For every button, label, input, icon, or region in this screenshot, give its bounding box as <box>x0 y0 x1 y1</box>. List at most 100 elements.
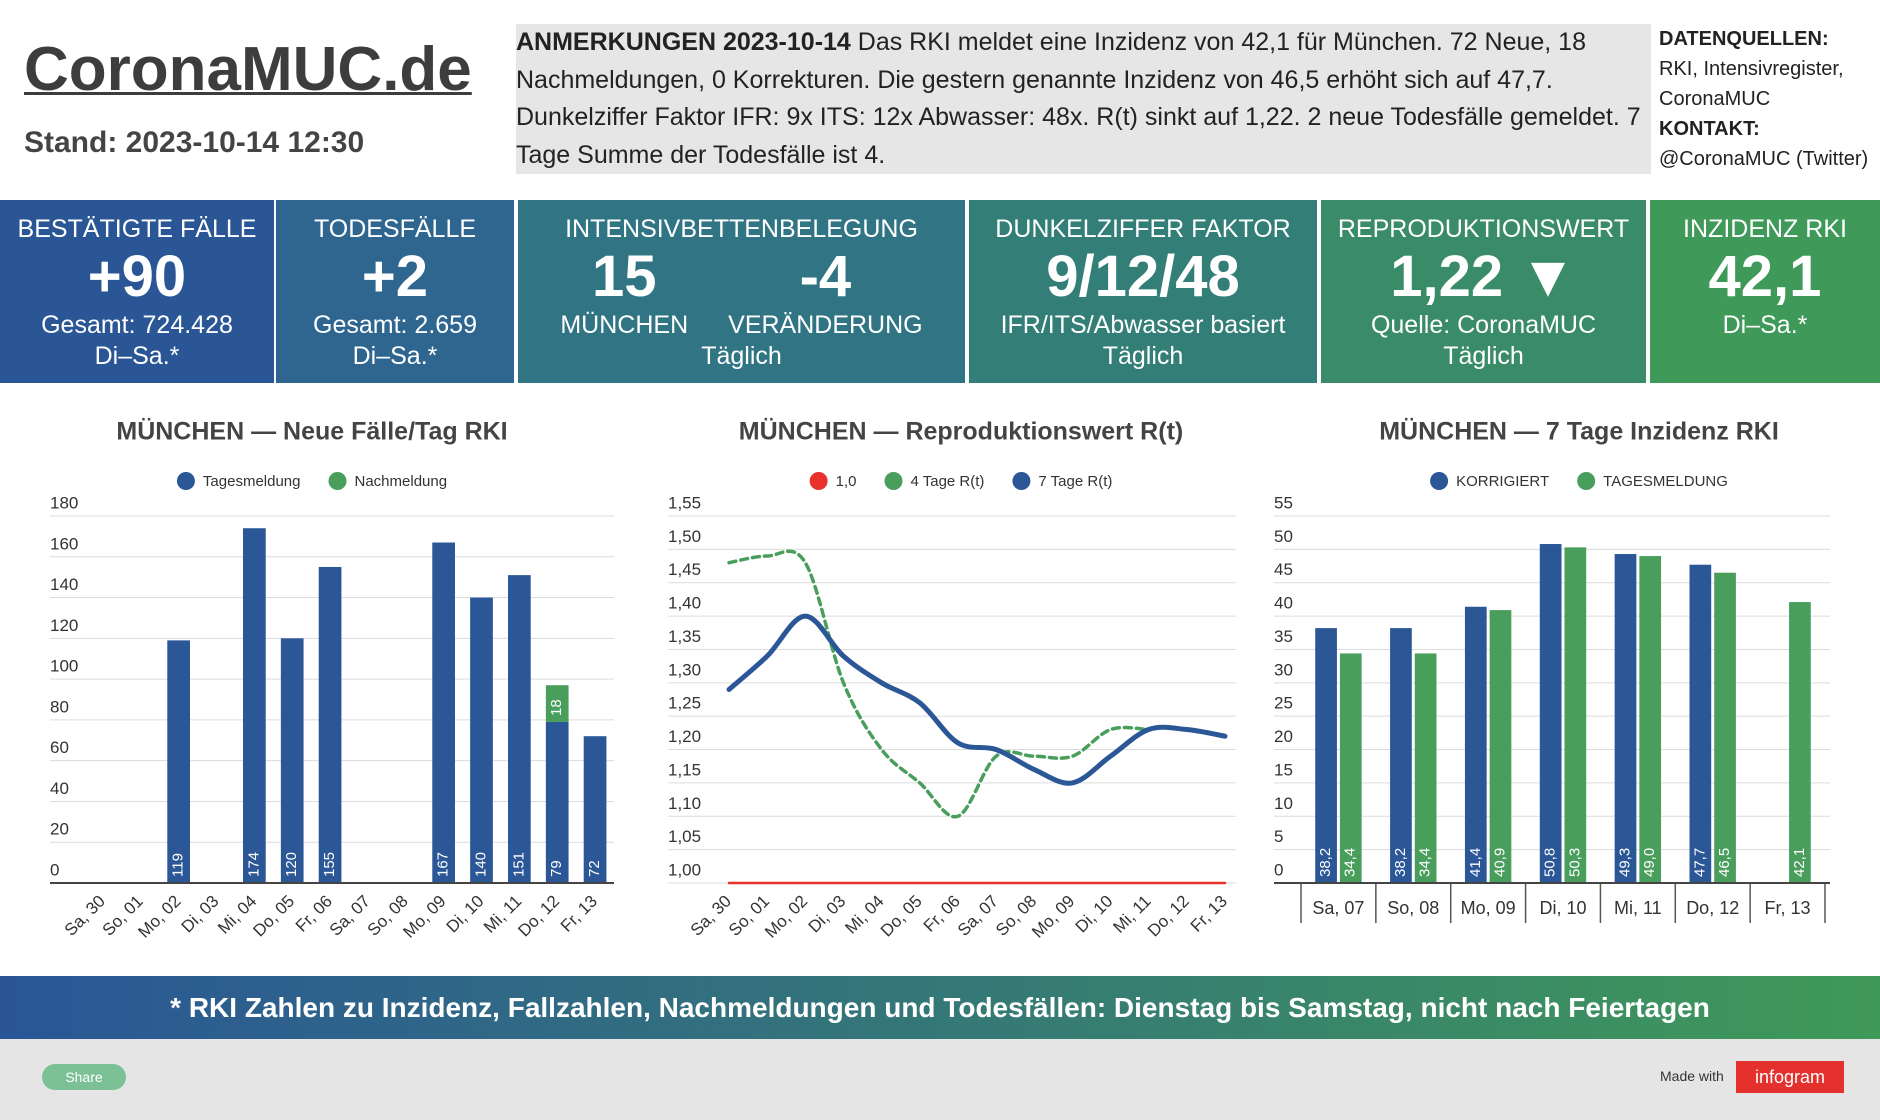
y-tick-label: 1,20 <box>668 727 701 746</box>
x-tick-label: Mi, 11 <box>1614 898 1662 918</box>
legend-marker <box>328 472 347 490</box>
legend-label: 7 Tage R(t) <box>1038 473 1112 490</box>
y-tick-label: 80 <box>50 697 69 716</box>
legend-marker <box>1012 472 1031 490</box>
data-label: 50,8 <box>1542 848 1559 877</box>
sources-text: RKI, Intensivregister, CoronaMUC <box>1659 58 1844 110</box>
kpi-line: Täglich <box>1443 342 1524 370</box>
bottom-bar <box>0 1039 1880 1120</box>
y-tick-label: 1,45 <box>668 560 701 579</box>
data-label: 50,3 <box>1566 848 1583 877</box>
chart-title: MÜNCHEN — Reproduktionswert R(t) <box>739 417 1183 446</box>
bar <box>545 685 569 722</box>
x-tick-label: Fr, 13 <box>1765 898 1811 918</box>
chart: MÜNCHEN — 7 Tage Inzidenz RKI KORRIGIERT T… <box>1274 417 1830 923</box>
y-tick-label: 1,25 <box>668 694 701 713</box>
bar <box>1539 544 1562 883</box>
y-tick-label: 40 <box>50 779 69 798</box>
kpi-tile: INTENSIVBETTENBELEGUNG 15 MÜNCHEN -4 VER… <box>518 200 965 383</box>
notes: ANMERKUNGEN 2023-10-14 Das RKI meldet ei… <box>516 24 1651 174</box>
y-tick-label: 100 <box>50 657 78 676</box>
kpi-columns: 15 MÜNCHEN -4 VERÄNDERUNG <box>518 244 965 341</box>
legend-label: 1,0 <box>836 473 857 490</box>
bar <box>470 597 493 883</box>
bar <box>1714 572 1736 883</box>
y-tick-label: 15 <box>1274 760 1293 779</box>
legend-marker <box>1577 472 1596 490</box>
y-tick-label: 160 <box>50 534 78 553</box>
x-tick-label: Di, 10 <box>1072 892 1117 937</box>
site-title[interactable]: CoronaMUC.de <box>24 35 472 104</box>
x-tick-label: So, 08 <box>1387 898 1439 918</box>
y-tick-label: 35 <box>1274 627 1293 646</box>
brand-link[interactable]: infogram <box>1736 1061 1844 1093</box>
line <box>727 549 1151 819</box>
bar <box>167 640 190 883</box>
kpi-value: 9/12/48 <box>1046 244 1240 309</box>
data-label: 49,3 <box>1616 848 1633 877</box>
data-label: 40,9 <box>1491 848 1508 877</box>
kpi-value: 1,22 ▼ <box>1390 244 1577 309</box>
kpi-value: +90 <box>87 244 187 309</box>
share-button[interactable]: Share <box>42 1064 126 1090</box>
data-label: 167 <box>435 852 452 877</box>
kpi-value: 15 <box>591 244 657 309</box>
bar <box>1489 610 1512 883</box>
data-label: 34,4 <box>1417 848 1434 877</box>
kpi-line: Gesamt: 724.428 <box>41 311 233 339</box>
kpi-line: Di–Sa.* <box>1722 311 1808 339</box>
bar <box>508 575 531 883</box>
x-tick-label: Di, 10 <box>443 892 488 937</box>
x-tick-label: Di, 03 <box>805 892 850 937</box>
legend-marker <box>884 472 903 490</box>
kpi-tile: REPRODUKTIONSWERT 1,22 ▼ Quelle: CoronaM… <box>1321 200 1646 383</box>
footer-note: * RKI Zahlen zu Inzidenz, Fallzahlen, Na… <box>0 976 1880 1039</box>
y-tick-label: 50 <box>1274 527 1293 546</box>
legend-label: Tagesmeldung <box>203 473 301 490</box>
legend-marker <box>809 472 828 490</box>
contact-text: @CoronaMUC (Twitter) <box>1659 148 1869 170</box>
x-tick-label: Di, 10 <box>1539 898 1586 918</box>
kpi-label: MÜNCHEN <box>560 311 689 339</box>
y-tick-label: 20 <box>50 820 69 839</box>
contact-heading: KONTAKT: <box>1659 118 1760 140</box>
y-tick-label: 1,35 <box>668 627 701 646</box>
charts: MÜNCHEN — Neue Fälle/Tag RKI Tagesmeldung… <box>50 417 1830 942</box>
data-label: 49,0 <box>1641 848 1658 877</box>
data-label: 79 <box>548 860 565 877</box>
y-tick-label: 25 <box>1274 694 1293 713</box>
kpi-tile: TODESFÄLLE +2 Gesamt: 2.659 Di–Sa.* <box>276 200 514 383</box>
data-label: 151 <box>510 852 527 877</box>
kpi-title: DUNKELZIFFER FAKTOR <box>995 215 1291 243</box>
y-tick-label: 55 <box>1274 493 1293 512</box>
y-tick-label: 10 <box>1274 794 1293 813</box>
timestamp: Stand: 2023-10-14 12:30 <box>24 126 365 159</box>
kpi-value: +2 <box>361 244 429 309</box>
kpi-label: VERÄNDERUNG <box>728 311 923 339</box>
chart-title: MÜNCHEN — Neue Fälle/Tag RKI <box>116 417 507 446</box>
y-tick-label: 140 <box>50 575 78 594</box>
y-tick-label: 30 <box>1274 660 1293 679</box>
kpi-title: REPRODUKTIONSWERT <box>1337 215 1630 243</box>
bar <box>583 736 607 883</box>
y-tick-label: 20 <box>1274 727 1293 746</box>
x-tick-label: Sa, 07 <box>954 892 1002 940</box>
bar <box>243 528 266 883</box>
x-tick-label: Do, 12 <box>1686 898 1739 918</box>
kpi-line: Di–Sa.* <box>352 342 438 370</box>
x-tick-label: Mo, 09 <box>1461 898 1516 918</box>
data-label: 155 <box>321 852 338 877</box>
kpi-tile: BESTÄTIGTE FÄLLE +90 Gesamt: 724.428 Di–… <box>0 200 274 383</box>
kpi-title: BESTÄTIGTE FÄLLE <box>17 215 257 243</box>
x-tick-label: Sa, 30 <box>687 892 735 940</box>
bar <box>1639 556 1662 883</box>
legend-label: KORRIGIERT <box>1456 473 1549 490</box>
y-tick-label: 0 <box>50 860 59 879</box>
x-tick-label: Do, 05 <box>877 892 926 941</box>
data-label: 120 <box>283 852 300 877</box>
kpi-title: TODESFÄLLE <box>313 215 477 243</box>
legend: 1,0 4 Tage R(t) 7 Tage R(t) <box>809 472 1112 490</box>
bar <box>1689 564 1712 883</box>
bar <box>318 566 342 883</box>
